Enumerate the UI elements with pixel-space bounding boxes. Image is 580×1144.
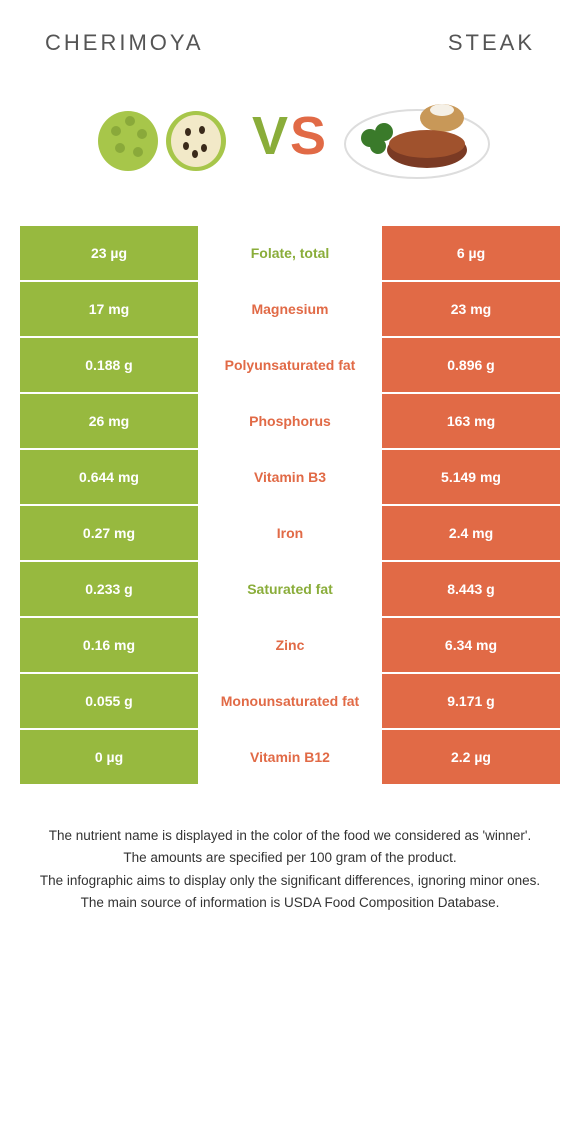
nutrient-name: Vitamin B12 xyxy=(200,730,380,784)
right-value: 2.2 µg xyxy=(380,730,560,784)
nutrient-row: 0.27 mgIron2.4 mg xyxy=(20,506,560,562)
left-value: 0 µg xyxy=(20,730,200,784)
footer-line: The amounts are specified per 100 gram o… xyxy=(30,848,550,868)
left-value: 0.233 g xyxy=(20,562,200,616)
left-value: 23 µg xyxy=(20,226,200,280)
nutrient-name: Zinc xyxy=(200,618,380,672)
nutrient-row: 0.055 gMonounsaturated fat9.171 g xyxy=(20,674,560,730)
nutrient-name: Monounsaturated fat xyxy=(200,674,380,728)
nutrient-row: 26 mgPhosphorus163 mg xyxy=(20,394,560,450)
nutrient-name: Iron xyxy=(200,506,380,560)
left-value: 17 mg xyxy=(20,282,200,336)
vs-row: VS xyxy=(0,66,580,226)
nutrient-name: Polyunsaturated fat xyxy=(200,338,380,392)
left-value: 0.188 g xyxy=(20,338,200,392)
footer-line: The nutrient name is displayed in the co… xyxy=(30,826,550,846)
left-value: 26 mg xyxy=(20,394,200,448)
nutrient-name: Folate, total xyxy=(200,226,380,280)
steak-image xyxy=(342,86,492,186)
vs-label: VS xyxy=(252,105,328,167)
nutrient-row: 0.644 mgVitamin B35.149 mg xyxy=(20,450,560,506)
right-value: 6.34 mg xyxy=(380,618,560,672)
nutrient-name: Phosphorus xyxy=(200,394,380,448)
nutrient-row: 0.188 gPolyunsaturated fat0.896 g xyxy=(20,338,560,394)
footer-notes: The nutrient name is displayed in the co… xyxy=(30,826,550,913)
nutrient-row: 23 µgFolate, total6 µg xyxy=(20,226,560,282)
left-value: 0.27 mg xyxy=(20,506,200,560)
cherimoya-image xyxy=(88,86,238,186)
right-value: 8.443 g xyxy=(380,562,560,616)
nutrient-name: Vitamin B3 xyxy=(200,450,380,504)
nutrient-name: Saturated fat xyxy=(200,562,380,616)
right-value: 2.4 mg xyxy=(380,506,560,560)
right-value: 163 mg xyxy=(380,394,560,448)
right-value: 9.171 g xyxy=(380,674,560,728)
footer-line: The infographic aims to display only the… xyxy=(30,871,550,891)
right-food-title: STEAK xyxy=(448,30,535,56)
nutrient-row: 0.16 mgZinc6.34 mg xyxy=(20,618,560,674)
nutrient-row: 0 µgVitamin B122.2 µg xyxy=(20,730,560,786)
nutrient-table: 23 µgFolate, total6 µg17 mgMagnesium23 m… xyxy=(20,226,560,786)
left-value: 0.055 g xyxy=(20,674,200,728)
left-value: 0.16 mg xyxy=(20,618,200,672)
header: CHERIMOYA STEAK xyxy=(0,0,580,66)
left-food-title: CHERIMOYA xyxy=(45,30,204,56)
footer-line: The main source of information is USDA F… xyxy=(30,893,550,913)
right-value: 23 mg xyxy=(380,282,560,336)
vs-v: V xyxy=(252,106,290,166)
nutrient-name: Magnesium xyxy=(200,282,380,336)
right-value: 6 µg xyxy=(380,226,560,280)
nutrient-row: 17 mgMagnesium23 mg xyxy=(20,282,560,338)
right-value: 0.896 g xyxy=(380,338,560,392)
nutrient-row: 0.233 gSaturated fat8.443 g xyxy=(20,562,560,618)
right-value: 5.149 mg xyxy=(380,450,560,504)
left-value: 0.644 mg xyxy=(20,450,200,504)
vs-s: S xyxy=(290,106,328,166)
